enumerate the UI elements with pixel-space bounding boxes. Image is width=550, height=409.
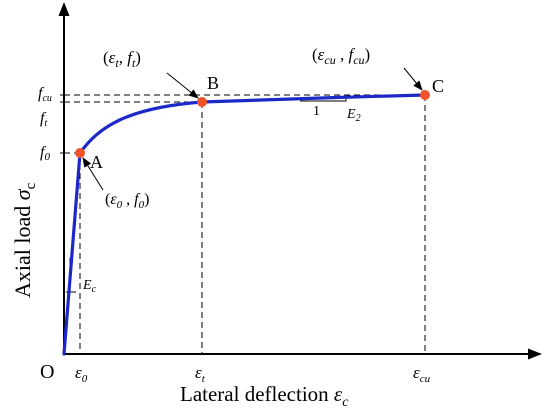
pointer-a — [82, 157, 104, 191]
point-b-marker — [197, 97, 207, 107]
point-b-coords: (εt, ft) — [103, 48, 141, 70]
point-b-label: B — [207, 73, 219, 93]
x-tick-ecu: εcu — [413, 363, 431, 385]
pointer-b — [166, 72, 199, 99]
hardening-run-label: 1 — [313, 104, 320, 119]
point-c-coords: (εcu , fcu) — [312, 45, 370, 67]
x-tick-e0: ε0 — [75, 363, 88, 385]
hardening-slope-triangle — [300, 98, 347, 102]
x-axis-arrow-icon — [528, 348, 542, 360]
point-c-marker — [420, 90, 430, 100]
y-tick-f0: f0 — [40, 144, 50, 163]
point-a-label: A — [90, 152, 103, 172]
pointer-c — [403, 67, 423, 91]
initial-slope-label: Ec — [82, 278, 97, 295]
y-tick-fcu: fcu — [38, 85, 52, 104]
point-a-coords: (ε0 , f0) — [105, 191, 149, 211]
origin-label: O — [40, 361, 54, 383]
hardening-slope-label: E2 — [346, 107, 361, 124]
y-axis-arrow-icon — [58, 2, 70, 16]
x-tick-et: εt — [195, 363, 206, 385]
stress-strain-curve — [62, 93, 427, 356]
point-a-marker — [75, 148, 85, 158]
y-tick-ft: ft — [40, 110, 47, 129]
x-axis-title: Lateral deflection εc — [180, 382, 349, 409]
y-axis-title: Axial load σc — [10, 182, 39, 298]
point-c-label: C — [432, 76, 444, 96]
